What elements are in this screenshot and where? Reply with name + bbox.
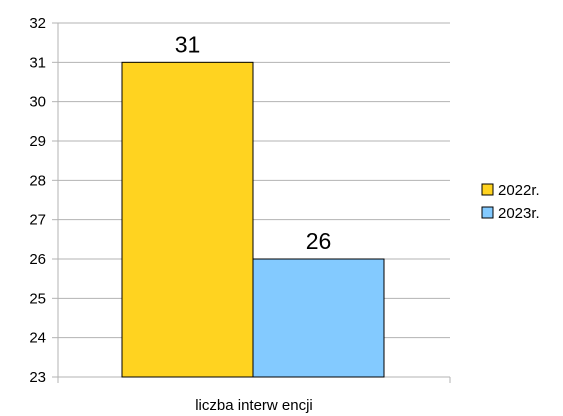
y-tick-label: 23 [29,369,46,386]
y-tick-label: 26 [29,251,46,268]
legend-label: 2023r. [498,205,540,222]
y-tick-label: 29 [29,133,46,150]
legend-swatch [481,183,494,196]
y-axis: 23 24 25 26 27 28 29 30 31 32 [29,15,58,386]
data-label: 26 [306,228,332,254]
y-tick-label: 24 [29,330,46,347]
y-tick-label: 27 [29,212,46,229]
data-label: 31 [175,31,201,57]
bar-2022r. [121,61,254,378]
y-tick-label: 32 [29,15,46,32]
data-labels: 31 26 [175,31,332,254]
y-tick-label: 25 [29,290,46,307]
legend: 2022r. 2023r. [481,182,540,222]
x-axis: liczba interw encji [195,397,313,414]
y-tick-label: 30 [29,94,46,111]
x-category-label: liczba interw encji [195,397,313,414]
legend-swatch [481,206,494,219]
y-tick-label: 28 [29,172,46,189]
legend-label: 2022r. [498,182,540,199]
bar-2023r. [252,258,385,378]
y-tick-label: 31 [29,54,46,71]
bars [121,61,385,378]
